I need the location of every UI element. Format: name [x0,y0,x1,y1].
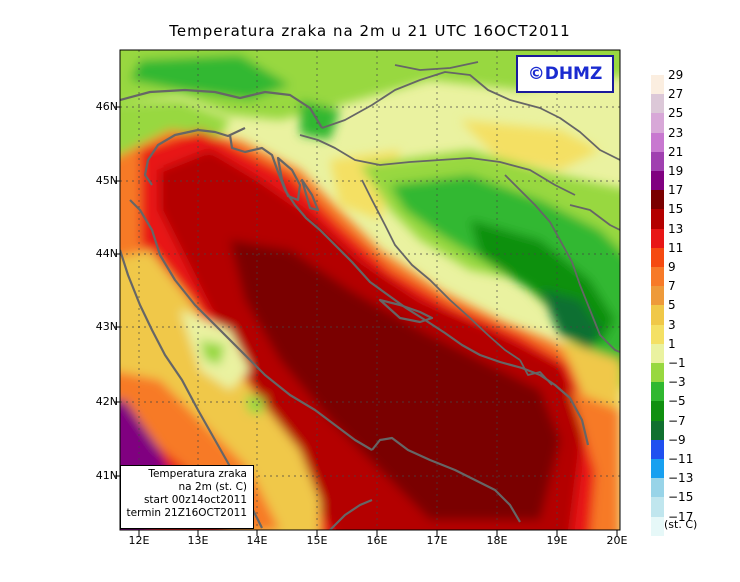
legend-label: 17 [668,183,684,198]
lat-label-42n: 42N [95,395,118,408]
legend-label: −3 [668,375,686,390]
legend-swatch [651,516,664,537]
legend-label: 25 [668,106,684,121]
lon-label-17e: 17E [426,534,448,547]
legend-swatch [651,420,664,441]
legend-label: 23 [668,125,684,140]
legend-swatch [651,459,664,479]
legend-swatch [651,324,664,345]
info-line-3: start 00z14oct2011 [143,494,247,506]
coastlines [120,88,590,530]
legend-swatch [651,132,664,153]
legend-swatch [651,113,664,134]
lon-label-19e: 19E [546,534,568,547]
legend-swatch [651,171,664,191]
lat-label-46n: 46N [95,100,118,113]
dhmz-logo: ©DHMZ [516,55,614,93]
info-line-2: na 2m (st. C) [178,481,247,493]
info-line-1: Temperatura zraka [148,468,247,480]
legend-swatch [651,439,664,460]
grid-lines [120,50,620,530]
legend-label: −15 [668,490,694,505]
field-italy-green-2 [245,395,265,415]
legend-label: −7 [668,413,686,428]
field-east-orange [570,390,620,500]
legend-label: 29 [668,68,684,82]
field-adriatic-deepred [230,240,560,520]
legend-swatch [651,286,664,306]
map-title: Temperatura zraka na 2m u 21 UTC 16OCT20… [169,22,571,40]
legend-swatch [651,343,664,364]
legend-label: −11 [668,452,694,466]
lon-label-13e: 13E [187,534,209,547]
legend-label: 3 [668,317,676,332]
tick-marks [114,106,618,536]
lat-label-41n: 41N [95,469,118,482]
legend-swatch [651,478,664,498]
map-frame [119,49,621,531]
legend-label: 1 [668,336,676,351]
legend-label: −9 [668,432,686,447]
legend-swatch [651,190,664,210]
legend-swatch [651,228,664,249]
field-east-green-deep-2 [540,290,600,350]
lat-label-45n: 45N [95,174,118,187]
legend-swatch [651,94,664,114]
legend-label: −1 [668,356,686,370]
legend-swatch [651,382,664,402]
info-box: Temperatura zraka na 2m (st. C) start 00… [120,465,254,529]
legend-label: 13 [668,221,684,236]
legend-label: 21 [668,144,684,159]
legend-unit: (st. C) [664,518,698,531]
lon-label-15e: 15E [306,534,328,547]
legend-label: −5 [668,394,686,409]
legend-swatch [651,363,664,383]
legend-swatch [651,267,664,287]
legend-label: 9 [668,260,676,274]
legend-swatch [651,75,664,95]
legend-swatch [651,401,664,422]
legend-label: −17 [668,509,694,524]
legend-label: 7 [668,279,676,294]
legend-label: 11 [668,240,684,255]
field-inland-yellow [460,120,600,170]
legend-swatch [651,209,664,230]
lat-label-43n: 43N [95,320,118,333]
lon-label-18e: 18E [486,534,508,547]
legend-swatch [651,305,664,326]
borders [299,61,620,386]
legend-label: 27 [668,87,684,102]
legend-label: 19 [668,164,684,178]
legend-label: 5 [668,298,676,313]
field-italy-green [200,340,225,365]
field-north-green-dark [130,55,290,100]
legend-label: 15 [668,202,684,217]
lon-label-14e: 14E [246,534,268,547]
legend-swatch [651,151,664,172]
lon-label-12e: 12E [128,534,150,547]
lat-label-44n: 44N [95,247,118,260]
legend-swatch [651,497,664,518]
legend-swatch [651,247,664,268]
lon-label-20e: 20E [606,534,628,547]
legend-label: −13 [668,471,694,486]
info-line-4: termin 21Z16OCT2011 [126,507,248,519]
lon-label-16e: 16E [366,534,388,547]
